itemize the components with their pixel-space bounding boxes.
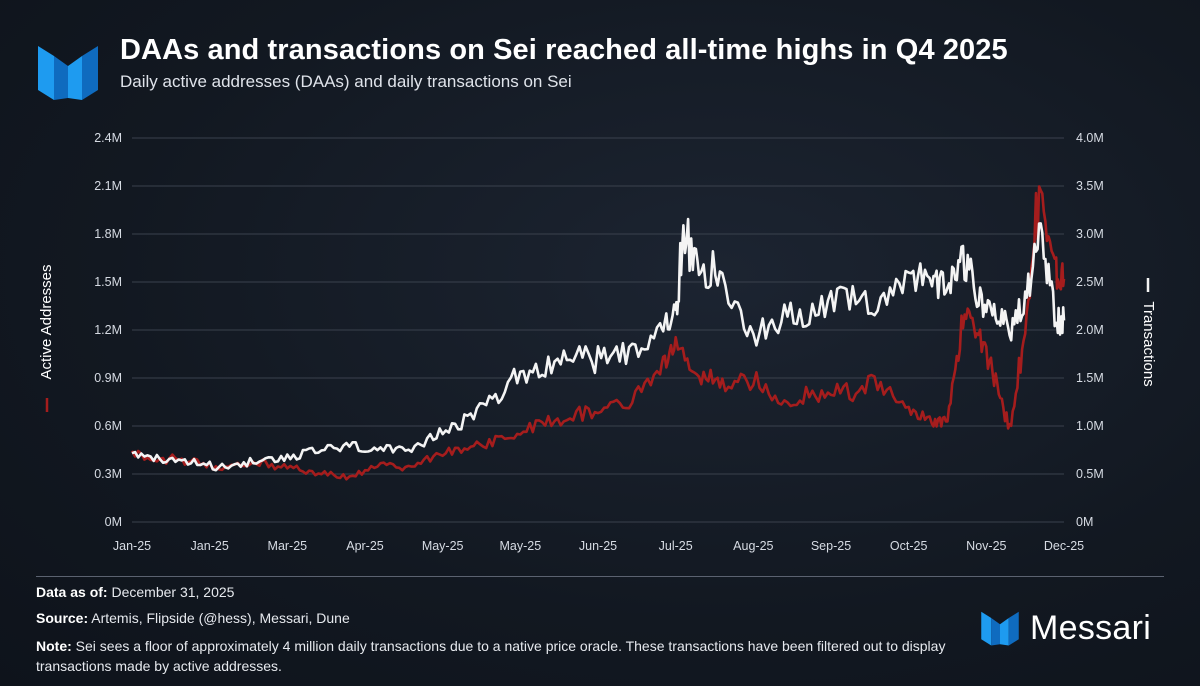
x-tick-label: Jun-25 <box>579 539 617 553</box>
data-as-of-value: December 31, 2025 <box>111 584 235 600</box>
left-tick-label: 0.3M <box>94 467 122 481</box>
gridlines <box>132 137 1064 523</box>
x-tick-label: Nov-25 <box>966 539 1006 553</box>
dual-axis-line-chart: 0M 0.3M 0.6M 0.9M 1.2M 1.5M 1.8M 2.1M 2.4M 0M 0.5… <box>38 131 1157 553</box>
right-tick-label: 0.5M <box>1076 467 1104 481</box>
left-axis-title-group: Active Addresses <box>38 264 55 412</box>
footer-source: Source: Artemis, Flipside (@hess), Messa… <box>36 610 350 626</box>
messari-brand-icon <box>981 611 1019 646</box>
left-tick-label: 2.1M <box>94 179 122 193</box>
right-tick-label: 1.0M <box>1076 419 1104 433</box>
transactions-line <box>131 217 1066 472</box>
left-tick-label: 0.6M <box>94 419 122 433</box>
right-axis-title: Transactions <box>1140 301 1157 386</box>
brand-name: Messari <box>1030 608 1152 647</box>
x-tick-label: Apr-25 <box>346 539 384 553</box>
x-axis-ticks: Jan-25 Jan-25 Mar-25 Apr-25 May-25 May-25 Jun-… <box>113 539 1084 553</box>
x-tick-label: Oct-25 <box>890 539 928 553</box>
series-lines <box>130 185 1066 481</box>
footer-divider <box>36 576 1164 577</box>
left-tick-label: 0.9M <box>94 371 122 385</box>
x-tick-label: Jul-25 <box>659 539 693 553</box>
x-tick-label: Dec-25 <box>1044 539 1084 553</box>
x-tick-label: May-25 <box>422 539 464 553</box>
x-tick-label: Sep-25 <box>811 539 851 553</box>
right-tick-label: 3.0M <box>1076 227 1104 241</box>
right-tick-label: 2.5M <box>1076 275 1104 289</box>
right-axis-ticks: 0M 0.5M 1.0M 1.5M 2.0M 2.5M 3.0M 3.5M 4.0M <box>1076 131 1104 529</box>
left-tick-label: 0M <box>105 515 122 529</box>
footer-note: Note: Sei sees a floor of approximately … <box>36 636 976 676</box>
active-addresses-line <box>130 185 1066 481</box>
x-tick-label: Mar-25 <box>268 539 308 553</box>
right-tick-label: 2.0M <box>1076 323 1104 337</box>
left-tick-label: 2.4M <box>94 131 122 145</box>
source-label: Source: <box>36 610 89 626</box>
left-tick-label: 1.5M <box>94 275 122 289</box>
data-as-of-label: Data as of: <box>36 584 108 600</box>
note-label: Note: <box>36 638 72 654</box>
x-tick-label: May-25 <box>499 539 541 553</box>
x-tick-label: Jan-25 <box>113 539 151 553</box>
chart-title: DAAs and transactions on Sei reached all… <box>120 34 1008 66</box>
chart-subtitle: Daily active addresses (DAAs) and daily … <box>120 72 572 91</box>
footer-data-as-of: Data as of: December 31, 2025 <box>36 584 234 600</box>
x-tick-label: Aug-25 <box>733 539 773 553</box>
left-axis-title: Active Addresses <box>38 264 55 379</box>
x-tick-label: Jan-25 <box>191 539 229 553</box>
right-tick-label: 0M <box>1076 515 1093 529</box>
left-tick-label: 1.8M <box>94 227 122 241</box>
brand-lockup: Messari <box>980 608 1151 648</box>
messari-logo-icon <box>38 46 98 100</box>
right-tick-label: 4.0M <box>1076 131 1104 145</box>
note-value: Sei sees a floor of approximately 4 mill… <box>36 638 946 674</box>
source-value: Artemis, Flipside (@hess), Messari, Dune <box>91 610 350 626</box>
right-tick-label: 3.5M <box>1076 179 1104 193</box>
right-tick-label: 1.5M <box>1076 371 1104 385</box>
left-axis-ticks: 0M 0.3M 0.6M 0.9M 1.2M 1.5M 1.8M 2.1M 2.4M <box>94 131 122 529</box>
left-tick-label: 1.2M <box>94 323 122 337</box>
right-axis-title-group: Transactions <box>1140 278 1157 387</box>
